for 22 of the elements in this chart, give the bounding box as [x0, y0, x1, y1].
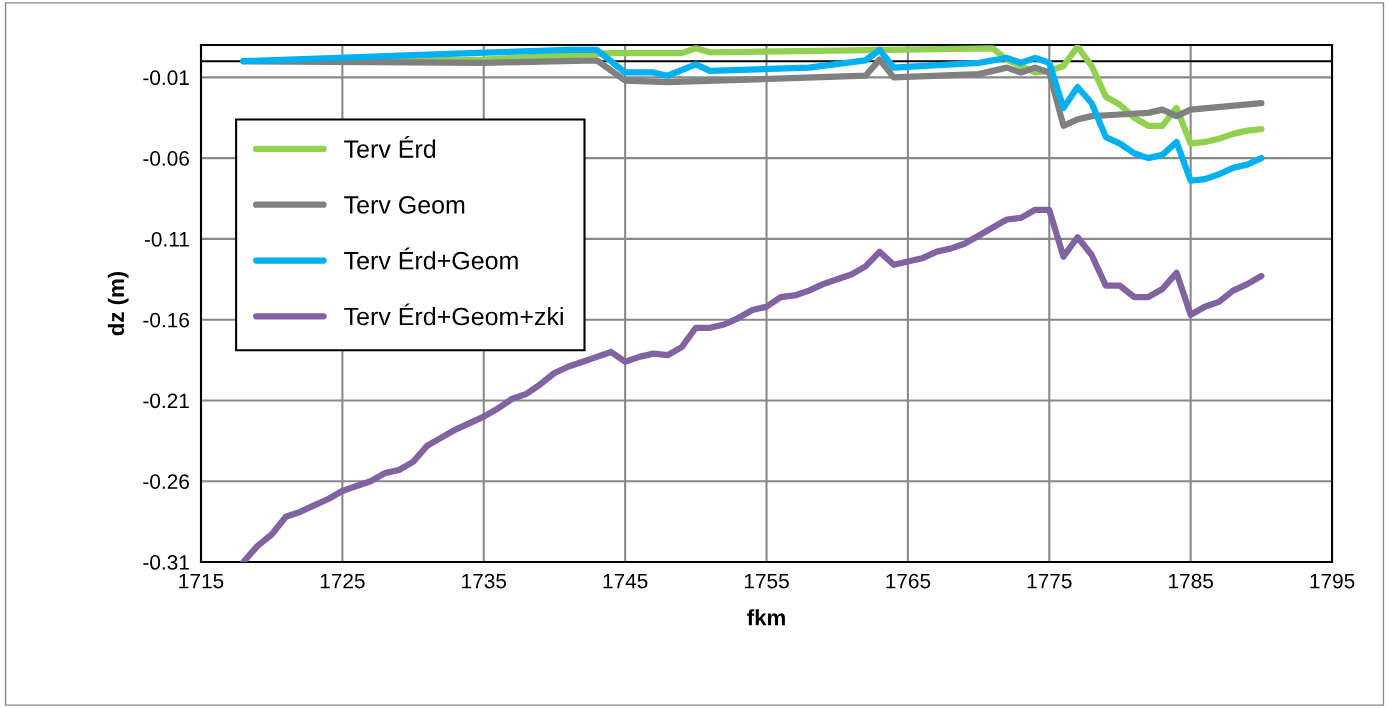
x-tick-label: 1745	[603, 573, 648, 589]
y-tick-label: -0.26	[143, 474, 189, 489]
x-tick-label: 1765	[886, 573, 931, 589]
y-tick-label: -0.11	[144, 231, 189, 247]
x-tick-label: 1725	[320, 573, 365, 589]
x-tick-label: 1795	[1310, 573, 1355, 589]
y-tick-label: -0.16	[143, 312, 189, 328]
x-tick-label: 1715	[179, 573, 224, 589]
x-tick-label: 1785	[1169, 573, 1213, 589]
y-axis-title: dz (m)	[107, 271, 129, 336]
x-axis-title: fkm	[747, 609, 785, 626]
x-tick-label: 1775	[1027, 573, 1072, 589]
x-tick-label: 1755	[744, 573, 789, 589]
y-tick-label: -0.21	[143, 393, 189, 409]
x-tick-label: 1735	[462, 573, 507, 589]
y-tick-label: -0.01	[143, 70, 189, 86]
legend-label: Terv Geom	[344, 196, 465, 214]
y-tick-label: -0.06	[143, 151, 189, 166]
legend-label: Terv Érd+Geom+zki	[344, 303, 563, 326]
legend-label: Terv Érd+Geom	[344, 247, 518, 270]
y-tick-label: -0.31	[143, 555, 189, 570]
legend-label: Terv Érd	[344, 136, 436, 158]
